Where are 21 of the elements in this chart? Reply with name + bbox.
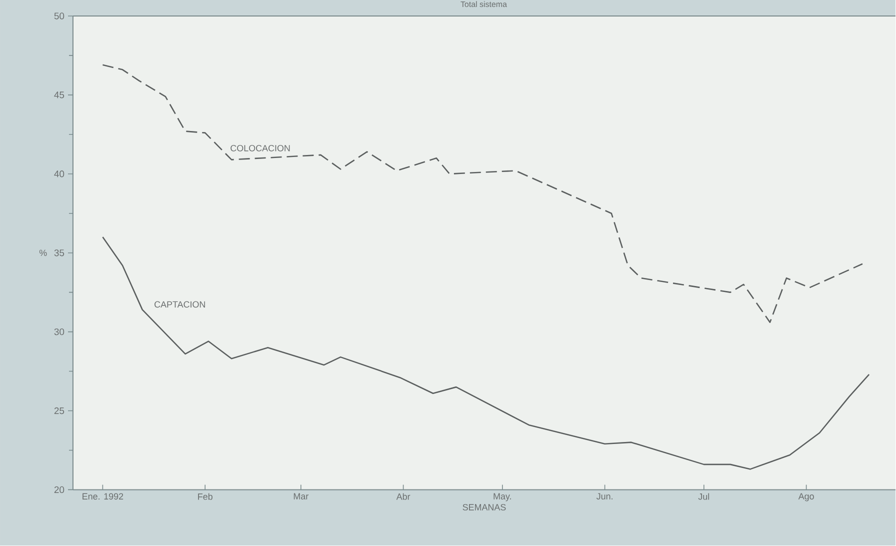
y-tick-label: 20	[54, 486, 64, 494]
x-axis-title: SEMANAS	[462, 504, 506, 511]
y-tick-label: 25	[54, 408, 64, 414]
x-tick-label: Mar	[294, 493, 308, 500]
line-series	[102, 236, 870, 470]
y-axis-title: %	[39, 250, 47, 256]
x-tick-label: Ene. 1992	[82, 493, 124, 500]
series-label: COLOCACION	[230, 145, 290, 152]
y-tick-label: 45	[54, 92, 64, 98]
y-tick-label: 30	[54, 328, 64, 336]
x-tick-label: Jun.	[596, 493, 612, 500]
x-tick-label: May.	[494, 493, 511, 502]
series-label: CAPTACION	[154, 301, 205, 308]
y-tick-label: 35	[54, 250, 64, 256]
x-tick-label: Ago	[798, 493, 814, 502]
line-series	[102, 64, 864, 324]
x-tick-label: Jul	[698, 493, 710, 500]
y-tick-label: 40	[54, 170, 64, 178]
x-tick-label: Abr	[396, 493, 410, 500]
x-tick-label: Feb	[198, 493, 212, 500]
y-tick-label: 50	[54, 12, 64, 20]
